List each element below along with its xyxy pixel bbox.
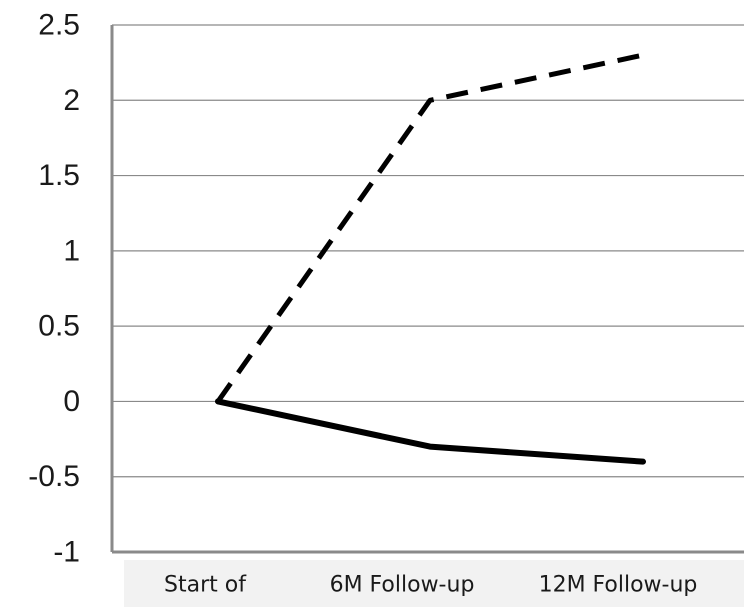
x-label-band-bg xyxy=(124,560,744,607)
axes xyxy=(110,25,744,554)
y-tick-label-5: 0 xyxy=(63,385,80,418)
y-tick-label-2: 1.5 xyxy=(38,159,80,192)
x-tick-label-0: Start of xyxy=(164,573,247,598)
y-tick-label-1: 2 xyxy=(63,84,80,117)
y-tick-label-0: 2.5 xyxy=(38,9,80,42)
y-tick-label-3: 1 xyxy=(63,234,80,267)
y-tick-label-6: -0.5 xyxy=(28,460,80,493)
x-axis-label-band xyxy=(124,560,744,607)
series-line-solid xyxy=(215,398,646,465)
x-tick-label-2: 12M Follow-up xyxy=(539,573,698,598)
y-tick-label-4: 0.5 xyxy=(38,310,80,343)
series-lines xyxy=(215,52,646,465)
x-tick-labels: Start of 6M Follow-up 12M Follow-up xyxy=(164,573,697,598)
x-tick-label-1: 6M Follow-up xyxy=(330,573,475,598)
y-tick-label-7: -1 xyxy=(53,536,80,569)
y-tick-labels: 2.5 2 1.5 1 0.5 0 -0.5 -1 xyxy=(28,9,80,569)
series-line-dashed xyxy=(215,52,644,403)
